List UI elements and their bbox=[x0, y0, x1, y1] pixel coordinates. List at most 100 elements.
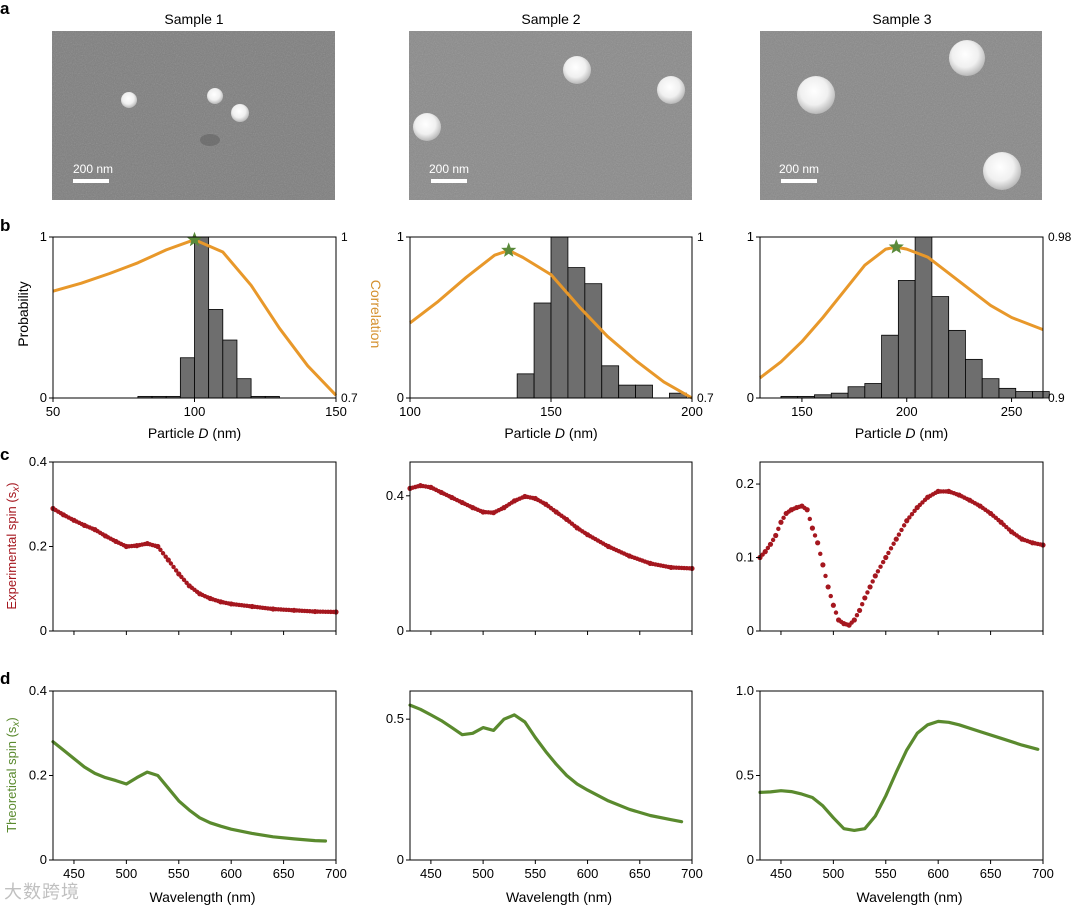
x-tick-label: 250 bbox=[1001, 404, 1023, 419]
x-tick-label: 150 bbox=[325, 404, 347, 419]
spin-data-point bbox=[1006, 527, 1012, 532]
spin-data-point bbox=[839, 619, 844, 625]
chart-c-2: 00.4 bbox=[386, 461, 695, 638]
spin-data-point bbox=[825, 584, 831, 590]
spin-data-point bbox=[215, 598, 221, 604]
spin-data-point bbox=[1038, 542, 1043, 547]
spin-data-point bbox=[687, 566, 692, 571]
chart-b-1: 1 0.7 50 100 150 0 1 Particle D (nm) bbox=[40, 229, 358, 441]
spin-data-point bbox=[247, 603, 252, 609]
right-tick-label: 0.7 bbox=[341, 391, 358, 405]
sem-image-2: 200 nm bbox=[409, 31, 692, 200]
spin-data-point bbox=[901, 523, 907, 528]
right-tick-label: 0.98 bbox=[1048, 230, 1072, 244]
histogram-bar bbox=[533, 302, 552, 399]
star-marker bbox=[186, 231, 203, 247]
spin-data-point bbox=[624, 552, 629, 557]
spin-data-point bbox=[111, 537, 116, 543]
histogram-bar bbox=[847, 386, 866, 399]
y-tick-label: 0 bbox=[397, 852, 404, 867]
panel-label-c: c bbox=[0, 445, 9, 464]
spin-data-point bbox=[781, 515, 786, 521]
y-tick-label: 0.2 bbox=[29, 768, 47, 783]
spin-data-point bbox=[79, 521, 85, 527]
chart-d-2: 450 500 550 600 650 700 Wavelength (nm) 0 0.5 bbox=[386, 690, 703, 905]
x-tick-label: 550 bbox=[524, 866, 546, 881]
y-tick-label: 0 bbox=[40, 852, 47, 867]
spin-data-point bbox=[943, 489, 949, 494]
x-tick-label: 600 bbox=[927, 866, 949, 881]
spin-data-point bbox=[666, 564, 671, 570]
histogram-bar bbox=[618, 384, 636, 399]
spin-data-point bbox=[488, 510, 494, 515]
spin-data-point bbox=[90, 526, 95, 531]
spin-data-point bbox=[142, 541, 147, 547]
y-tick-label: 0.1 bbox=[736, 550, 754, 565]
spin-data-point bbox=[289, 607, 294, 613]
spin-data-point bbox=[152, 543, 158, 548]
spin-data-point bbox=[891, 541, 896, 546]
histogram-bar bbox=[914, 236, 933, 399]
spin-data-point bbox=[436, 488, 441, 494]
spin-data-point bbox=[862, 595, 868, 601]
chart-d-3: 450 500 550 600 650 700 Wavelength (nm) 0 0.5 1.0 bbox=[736, 683, 1054, 905]
spin-data-point bbox=[849, 620, 854, 625]
probability-axis-label: Probability bbox=[15, 281, 31, 346]
spin-data-point bbox=[467, 504, 473, 509]
chart-b-2: 1 0.7 100 150 200 0 1 Particle D (nm) bbox=[397, 229, 714, 441]
histogram-bar bbox=[208, 309, 224, 399]
spin-data-point bbox=[870, 579, 875, 584]
spin-data-point bbox=[582, 530, 588, 536]
spin-data-point bbox=[603, 542, 609, 548]
plot-frame bbox=[759, 236, 1044, 399]
y-tick-label: 0.5 bbox=[386, 711, 404, 726]
particle-d-axis-label: Particle D (nm) bbox=[504, 425, 597, 441]
particle-d-axis-label: Particle D (nm) bbox=[855, 425, 948, 441]
spin-data-point bbox=[194, 589, 200, 595]
spin-data-point bbox=[1027, 539, 1033, 545]
spin-data-point bbox=[975, 502, 980, 507]
spin-data-point bbox=[645, 560, 650, 565]
histogram-bar bbox=[1032, 391, 1050, 399]
spin-data-point bbox=[809, 525, 816, 531]
spin-data-point bbox=[867, 584, 873, 590]
histogram-bar bbox=[881, 334, 899, 399]
spin-data-point bbox=[865, 590, 870, 595]
spin-data-point bbox=[100, 532, 105, 537]
x-tick-label: 150 bbox=[540, 404, 562, 419]
sem-image-1: 200 nm bbox=[52, 31, 335, 200]
spin-data-point bbox=[520, 495, 525, 500]
spin-data-point bbox=[760, 552, 765, 557]
wavelength-axis-label: Wavelength (nm) bbox=[856, 889, 962, 905]
x-tick-label: 600 bbox=[220, 866, 242, 881]
spin-data-point bbox=[171, 564, 176, 570]
spin-data-point bbox=[415, 484, 421, 489]
spin-data-point bbox=[807, 516, 812, 522]
histogram-bar bbox=[584, 283, 603, 399]
x-tick-label: 150 bbox=[791, 404, 813, 419]
particle-d-axis-label: Particle D (nm) bbox=[148, 425, 241, 441]
spin-data-point bbox=[457, 499, 462, 504]
histogram-bar bbox=[948, 329, 966, 399]
histogram-bar bbox=[830, 392, 849, 399]
sample-title-1: Sample 1 bbox=[164, 11, 223, 27]
plot-frame bbox=[759, 690, 1044, 861]
spin-data-point bbox=[184, 580, 189, 586]
spin-data-point bbox=[859, 601, 865, 607]
y-tick-label: 0.2 bbox=[736, 476, 754, 491]
spin-data-point bbox=[310, 609, 315, 614]
histogram-bar bbox=[965, 358, 983, 399]
spin-data-point bbox=[933, 490, 938, 496]
spin-data-point bbox=[856, 607, 863, 614]
plot-frame bbox=[409, 236, 693, 399]
spin-data-point bbox=[158, 547, 163, 553]
scale-bar-label: 200 nm bbox=[73, 162, 113, 176]
spin-data-point bbox=[883, 554, 889, 561]
spin-data-point bbox=[778, 519, 784, 525]
spin-data-point bbox=[818, 551, 823, 557]
spin-data-point bbox=[205, 595, 210, 600]
x-tick-label: 500 bbox=[823, 866, 845, 881]
x-tick-label: 200 bbox=[896, 404, 918, 419]
plot-frame bbox=[52, 690, 337, 861]
